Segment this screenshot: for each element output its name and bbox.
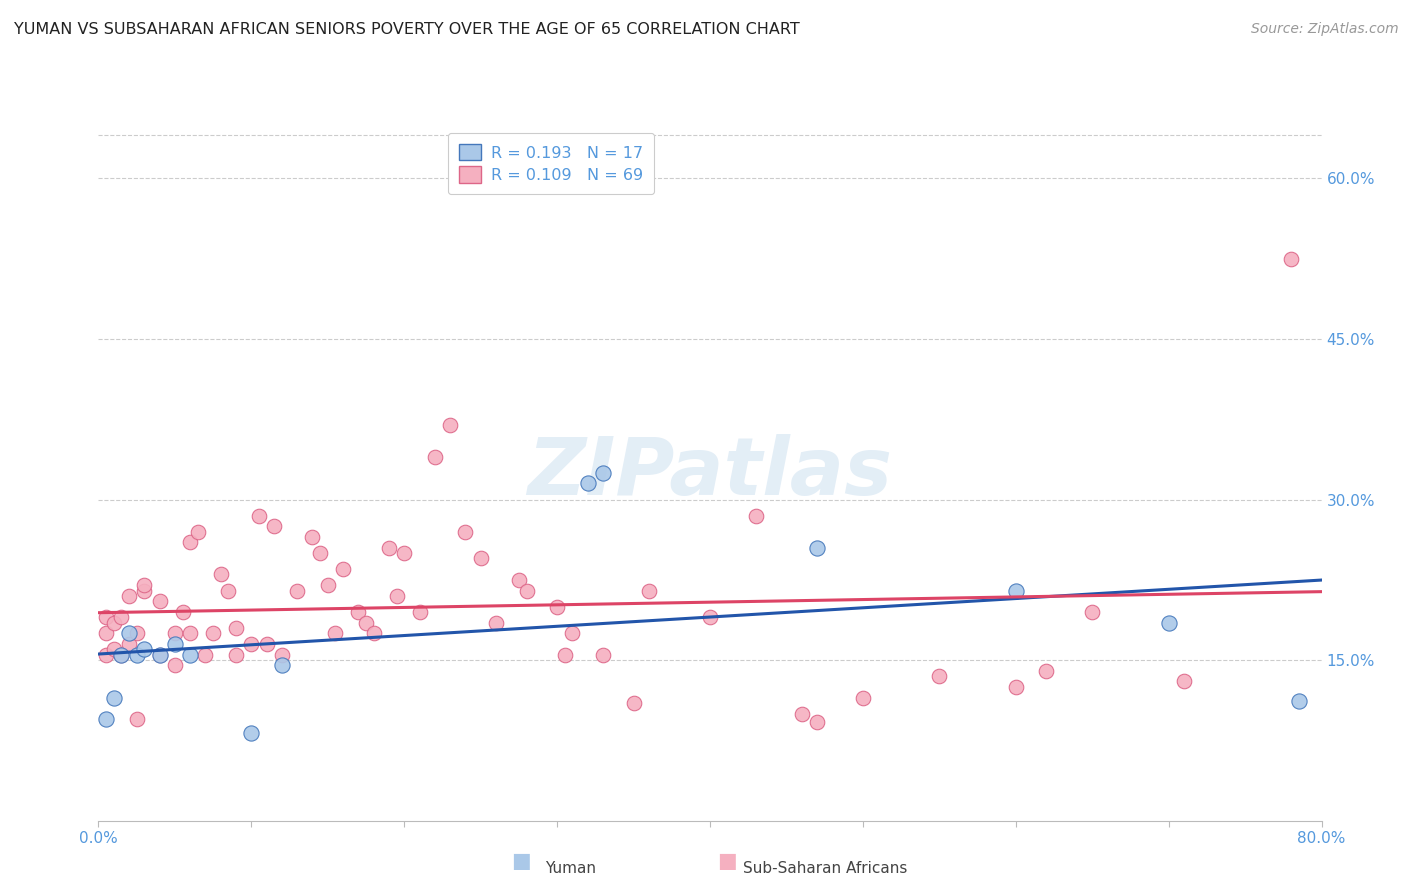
Point	[149, 648, 172, 662]
Point	[1004, 583, 1026, 598]
Point	[94, 712, 117, 726]
Point	[347, 605, 370, 619]
Point	[270, 648, 292, 662]
Point	[202, 626, 225, 640]
Point	[485, 615, 508, 630]
Point	[1081, 605, 1104, 619]
Text: YUMAN VS SUBSAHARAN AFRICAN SENIORS POVERTY OVER THE AGE OF 65 CORRELATION CHART: YUMAN VS SUBSAHARAN AFRICAN SENIORS POVE…	[14, 22, 800, 37]
Point	[439, 417, 461, 432]
Point	[576, 476, 599, 491]
Point	[508, 573, 530, 587]
Point	[285, 583, 308, 598]
Point	[561, 626, 583, 640]
Point	[516, 583, 538, 598]
Point	[125, 626, 148, 640]
Point	[149, 594, 172, 608]
Text: Yuman: Yuman	[544, 861, 596, 876]
Point	[928, 669, 950, 683]
Text: ■: ■	[512, 852, 531, 871]
Point	[110, 648, 132, 662]
Point	[423, 450, 446, 464]
Point	[103, 690, 125, 705]
Point	[134, 578, 156, 592]
Point	[637, 583, 661, 598]
Point	[1157, 615, 1180, 630]
Point	[309, 546, 332, 560]
Point	[94, 610, 117, 624]
Text: ZIPatlas: ZIPatlas	[527, 434, 893, 512]
Point	[363, 626, 385, 640]
Text: Source: ZipAtlas.com: Source: ZipAtlas.com	[1251, 22, 1399, 37]
Point	[263, 519, 285, 533]
Point	[454, 524, 477, 539]
Point	[470, 551, 492, 566]
Point	[385, 589, 408, 603]
Point	[1004, 680, 1026, 694]
Point	[94, 626, 117, 640]
Point	[240, 637, 263, 651]
Point	[1288, 694, 1310, 708]
Point	[247, 508, 270, 523]
Point	[225, 621, 247, 635]
Point	[179, 648, 201, 662]
Point	[378, 541, 401, 555]
Point	[118, 589, 141, 603]
Point	[217, 583, 239, 598]
Point	[806, 541, 828, 555]
Point	[94, 648, 117, 662]
Point	[103, 642, 125, 657]
Point	[163, 637, 186, 651]
Point	[118, 637, 141, 651]
Point	[1035, 664, 1057, 678]
Point	[256, 637, 278, 651]
Point	[316, 578, 339, 592]
Point	[125, 648, 148, 662]
Point	[745, 508, 768, 523]
Point	[592, 648, 614, 662]
Text: Sub-Saharan Africans: Sub-Saharan Africans	[744, 861, 908, 876]
Point	[179, 535, 201, 549]
Point	[554, 648, 576, 662]
Point	[592, 466, 614, 480]
Text: ■: ■	[717, 852, 737, 871]
Point	[270, 658, 292, 673]
Point	[408, 605, 430, 619]
Point	[332, 562, 354, 576]
Point	[149, 648, 172, 662]
Point	[134, 583, 156, 598]
Point	[163, 658, 186, 673]
Point	[1279, 252, 1302, 266]
Point	[354, 615, 377, 630]
Point	[392, 546, 416, 560]
Point	[240, 726, 263, 740]
Point	[194, 648, 217, 662]
Legend: R = 0.193   N = 17, R = 0.109   N = 69: R = 0.193 N = 17, R = 0.109 N = 69	[447, 133, 654, 194]
Point	[806, 715, 828, 730]
Point	[187, 524, 209, 539]
Point	[1173, 674, 1195, 689]
Point	[699, 610, 721, 624]
Point	[179, 626, 201, 640]
Point	[209, 567, 232, 582]
Point	[110, 610, 132, 624]
Point	[790, 706, 813, 721]
Point	[125, 712, 148, 726]
Point	[163, 626, 186, 640]
Point	[225, 648, 247, 662]
Point	[546, 599, 568, 614]
Point	[325, 626, 347, 640]
Point	[103, 615, 125, 630]
Point	[172, 605, 194, 619]
Point	[852, 690, 875, 705]
Point	[134, 642, 156, 657]
Point	[301, 530, 323, 544]
Point	[118, 626, 141, 640]
Point	[110, 648, 132, 662]
Point	[623, 696, 645, 710]
